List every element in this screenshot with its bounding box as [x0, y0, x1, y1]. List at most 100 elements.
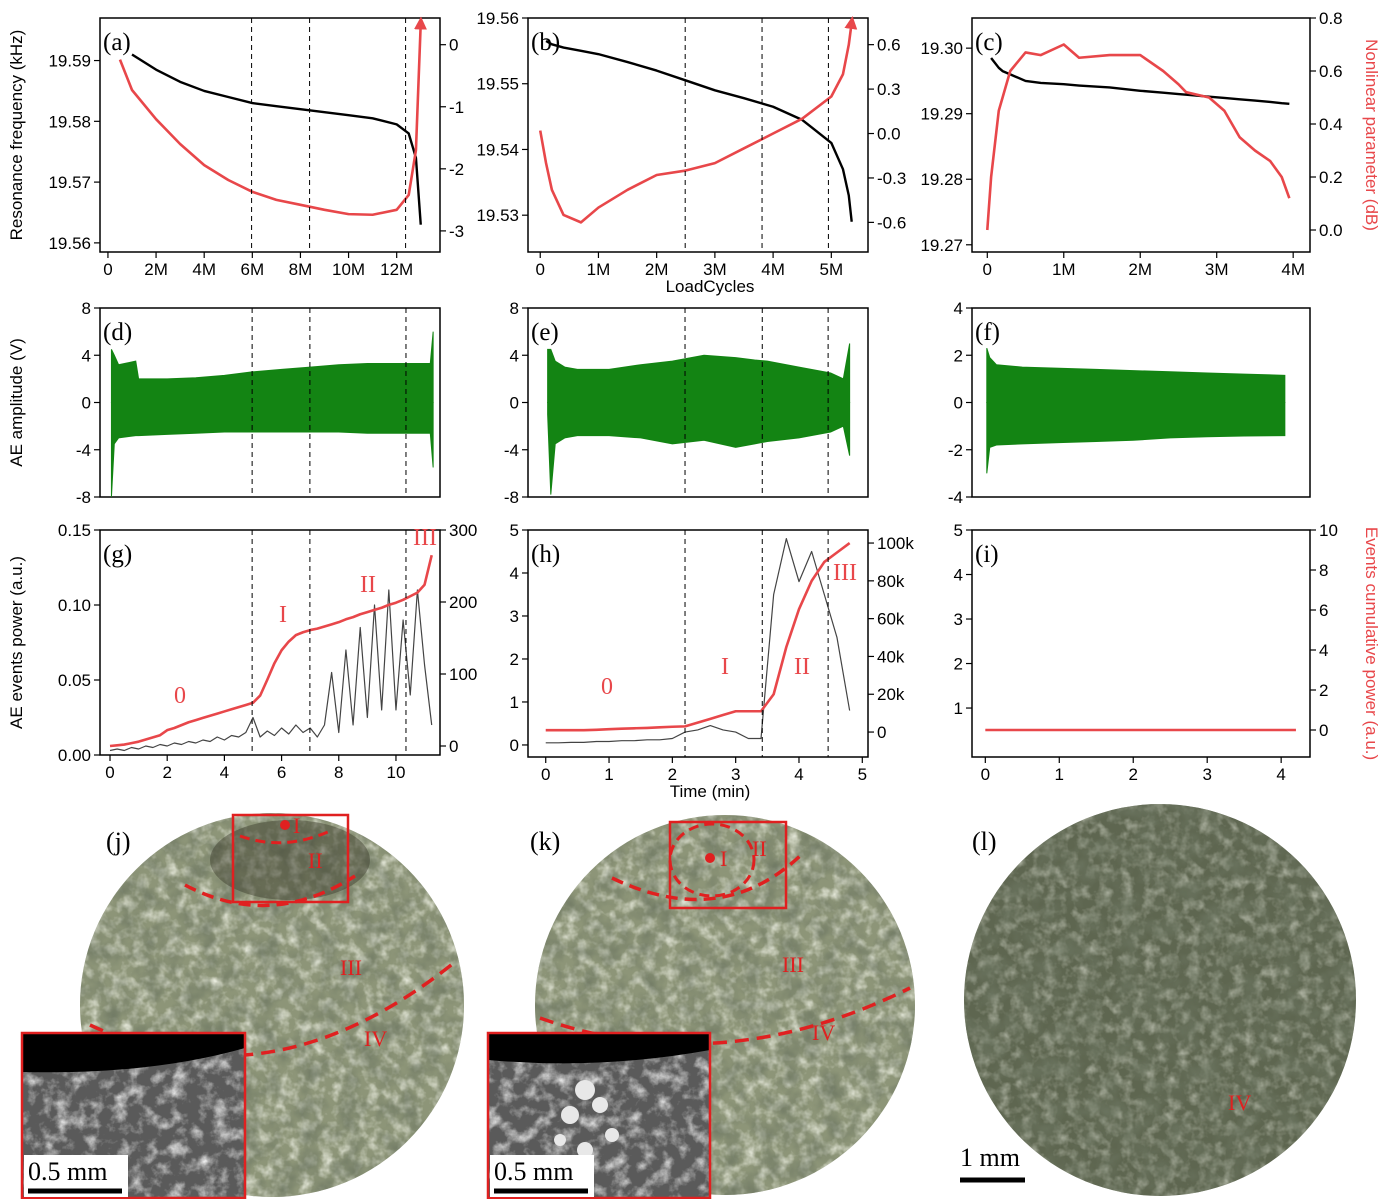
y2-tick-label: -0.6: [877, 213, 906, 232]
x-tick-label: 3: [731, 765, 740, 784]
chart-panel: 0 1M 2M 3M 4M 19.30 19.29 19.28 19.27 0.0 0.2 0.4 0.…: [920, 9, 1381, 279]
y-tick-label: 1: [954, 699, 963, 718]
chart-panel: 0 1 2 3 4 1 2 3 4 5 0 2 4 6 8 10 (i) Events cumulative po…: [954, 521, 1381, 784]
panel-label: (d): [103, 319, 132, 346]
y-tick-label: 19.53: [476, 206, 519, 225]
panel-label: (e): [531, 319, 559, 346]
y-tick-label: 0: [954, 394, 963, 413]
y2-tick-label: 80k: [877, 572, 905, 591]
region-label: I: [720, 846, 727, 871]
panel-label: (f): [975, 319, 1000, 346]
y-tick-label: 19.56: [476, 9, 519, 28]
x-tick-label: 4: [794, 765, 803, 784]
data-line: [990, 57, 1290, 106]
x-tick-label: 0: [541, 765, 550, 784]
amplitude-envelope: [986, 402, 1286, 474]
panel-label: (a): [103, 29, 131, 56]
x-tick-label: 1M: [1052, 260, 1076, 279]
y-tick-label: 2: [954, 346, 963, 365]
y-axis-label: Resonance frequency (kHz): [7, 30, 26, 241]
y2-tick-label: 100k: [877, 534, 914, 553]
y2-tick-label: 20k: [877, 685, 905, 704]
x-tick-label: 1M: [587, 260, 611, 279]
x-tick-label: 8M: [289, 260, 313, 279]
y-tick-label: 0: [510, 736, 519, 755]
x-tick-label: 3M: [1205, 260, 1229, 279]
x-tick-label: 8: [334, 763, 343, 782]
sample-texture: [964, 804, 1356, 1196]
data-line: [131, 53, 422, 225]
micrograph-j: I II III IV (j) 0.5 mm: [20, 813, 464, 1199]
plot-frame: [99, 529, 441, 756]
y-tick-label: 0.15: [58, 521, 91, 540]
x-axis-label: LoadCycles: [666, 277, 755, 296]
y-tick-label: 19.27: [920, 236, 963, 255]
chart-panel: 8 4 0 -4 -8 (d) AE amplitude (V): [7, 299, 441, 507]
scale-bar-label: 1 mm: [960, 1143, 1020, 1172]
x-tick-label: 12M: [380, 260, 413, 279]
x-tick-label: 3: [1202, 765, 1211, 784]
y-tick-label: 8: [510, 299, 519, 318]
x-tick-label: 2: [162, 763, 171, 782]
region-label: IV: [812, 1020, 835, 1045]
crack-origin: [210, 820, 370, 900]
y2-tick-label: 40k: [877, 647, 905, 666]
y-tick-label: 19.57: [48, 173, 91, 192]
region-label: III: [782, 952, 804, 977]
stage-label: III: [413, 525, 437, 551]
panel-label: (h): [531, 541, 560, 568]
y2-tick-label: 6: [1319, 601, 1328, 620]
chart-panel: 4 2 0 -2 -4 (f): [948, 299, 1311, 507]
y2-tick-label: 0: [1319, 721, 1328, 740]
y2-tick-label: 4: [1319, 641, 1328, 660]
y2-tick-label: 8: [1319, 561, 1328, 580]
inset-frame: [20, 1031, 247, 1199]
x-tick-label: 2M: [1128, 260, 1152, 279]
y-tick-label: 0: [510, 394, 519, 413]
boundary: [668, 822, 756, 898]
inset-background: [488, 1033, 710, 1064]
region-label: II: [752, 836, 767, 861]
x-tick-label: 0: [105, 763, 114, 782]
x-tick-label: 10M: [332, 260, 365, 279]
y-tick-label: 0.00: [58, 746, 91, 765]
y-tick-label: 3: [510, 607, 519, 626]
x-tick-label: 0: [535, 260, 544, 279]
y2-tick-label: 0.8: [1319, 9, 1343, 28]
panel-label: (j): [106, 827, 131, 856]
x-tick-label: 6: [277, 763, 286, 782]
y2-tick-label: 0.0: [1319, 221, 1343, 240]
x-tick-label: 10: [387, 763, 406, 782]
y-tick-label: 19.59: [48, 52, 91, 71]
panel-label: (i): [975, 541, 999, 568]
data-line: [538, 15, 858, 224]
x-tick-label: 4M: [1281, 260, 1305, 279]
y2-axis-label: Events cumulative power (a.u.): [1362, 527, 1381, 760]
micrograph-k: I II III IV (k) 0.5 mm: [486, 815, 915, 1199]
y-tick-label: -8: [76, 488, 91, 507]
boundary: [184, 874, 356, 908]
x-tick-label: 4: [1276, 765, 1285, 784]
stage-label: 0: [174, 683, 186, 709]
data-line: [109, 554, 433, 748]
y2-tick-label: 0.4: [1319, 115, 1343, 134]
plot-frame: [971, 529, 1311, 758]
y2-tick-label: -0.3: [877, 169, 906, 188]
data-line: [109, 589, 433, 752]
y-tick-label: -4: [76, 441, 91, 460]
boundary: [611, 854, 802, 902]
amplitude-envelope: [547, 343, 851, 403]
stage-label: I: [721, 654, 729, 680]
y-tick-label: 19.56: [48, 234, 91, 253]
chart-panel: 0 1M 2M 3M 4M 5M 19.53 19.54 19.55 19.56 0.6 0.3 0.0…: [476, 9, 906, 296]
panel-label: (k): [530, 827, 560, 856]
y2-tick-label: 0.6: [877, 36, 901, 55]
x-tick-label: 5M: [820, 260, 844, 279]
x-tick-label: 6M: [241, 260, 265, 279]
y2-axis-label: Nonlinear parameter (dB): [1362, 39, 1381, 231]
scale-bar-label: 0.5 mm: [28, 1157, 107, 1186]
micrograph-l: IV (l) 1 mm: [960, 804, 1356, 1196]
amplitude-envelope: [986, 348, 1286, 403]
